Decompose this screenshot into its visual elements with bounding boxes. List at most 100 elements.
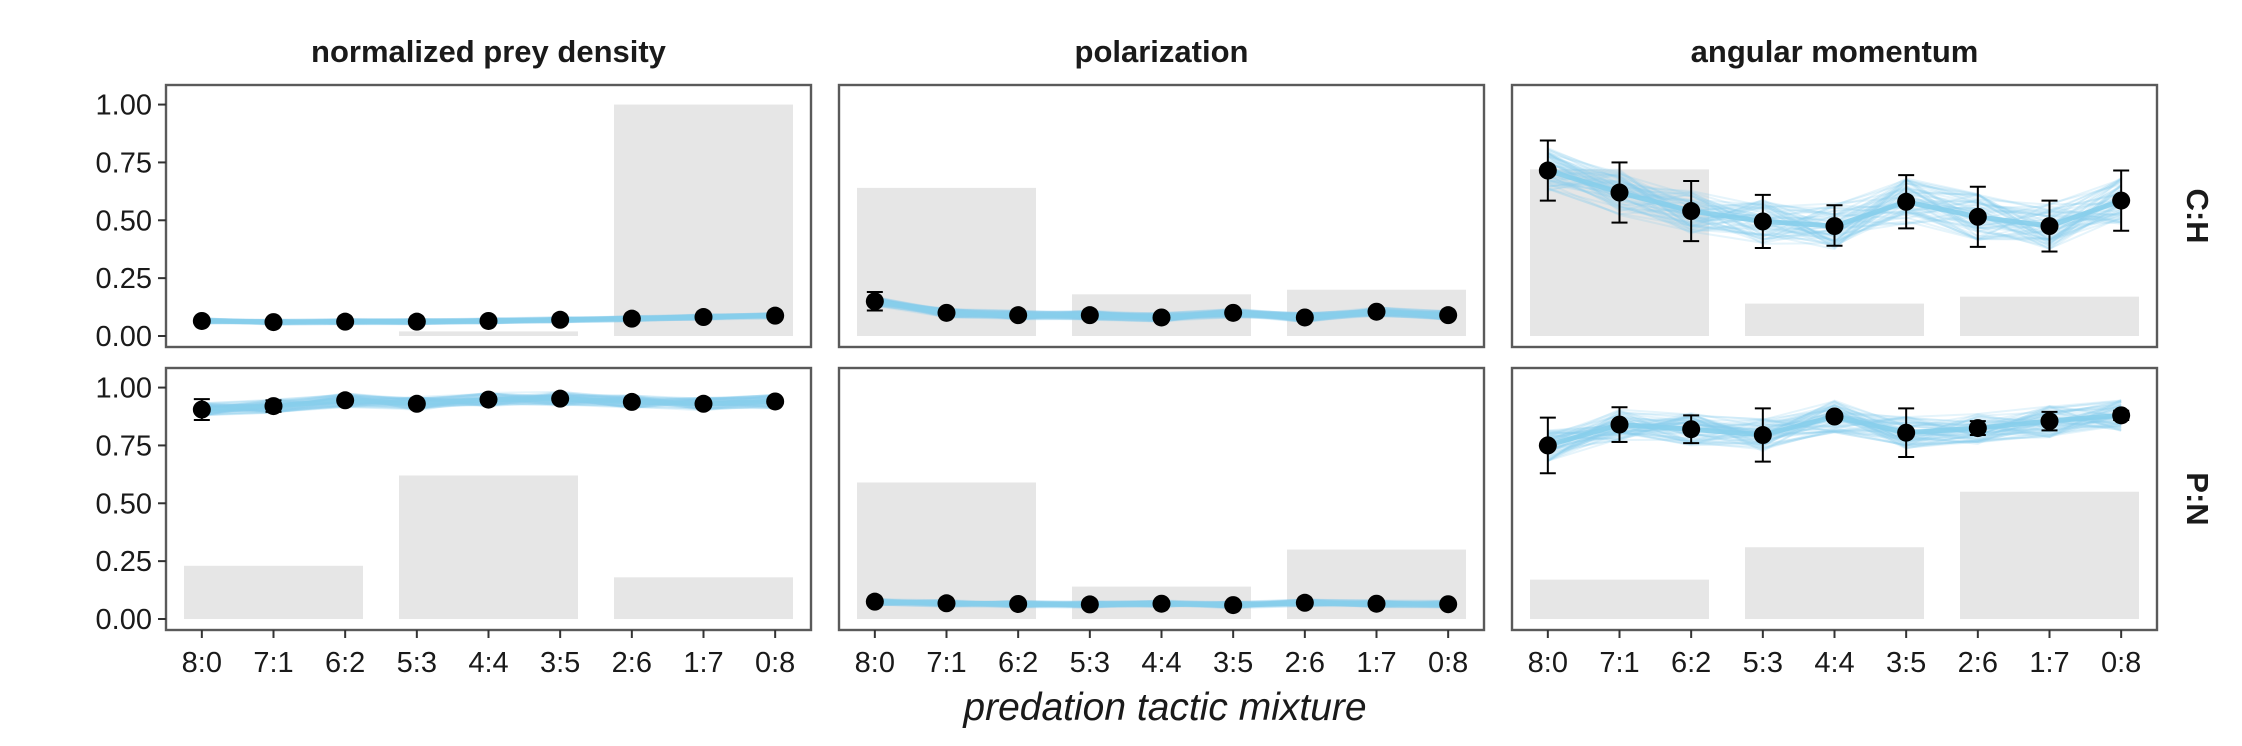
panel-1-3 xyxy=(1510,83,2159,349)
data-point xyxy=(2040,217,2059,236)
strip-title-2: polarization xyxy=(1075,34,1249,69)
data-point xyxy=(1367,302,1386,321)
trace-line xyxy=(1547,414,2122,460)
y-tick-label: 0.25 xyxy=(96,546,152,578)
y-tick-label: 1.00 xyxy=(96,90,152,122)
trace-line xyxy=(1547,408,2122,463)
data-point xyxy=(1367,594,1386,613)
data-point xyxy=(766,306,785,325)
x-axis-title: predation tactic mixture xyxy=(962,686,1366,729)
trace-line xyxy=(1547,399,2122,450)
data-point xyxy=(1439,306,1458,325)
data-point xyxy=(1538,161,1557,180)
background-bar xyxy=(184,565,363,619)
x-tick-label: 8:0 xyxy=(182,647,222,679)
trace-line xyxy=(1547,411,2122,458)
strip-title-3: angular momentum xyxy=(1691,34,1979,69)
x-tick-label: 0:8 xyxy=(755,647,795,679)
data-point xyxy=(1295,593,1314,612)
data-point xyxy=(2112,191,2131,210)
background-bar xyxy=(399,475,578,619)
data-point xyxy=(264,397,283,416)
data-point xyxy=(1610,183,1629,202)
plot-layer: normalized prey density polarization angul… xyxy=(96,34,2215,679)
data-point xyxy=(622,392,641,411)
trace-line xyxy=(1547,399,2122,445)
x-tick-label: 1:7 xyxy=(683,647,723,679)
background-bar xyxy=(614,104,793,336)
x-tick-label: 6:2 xyxy=(325,647,365,679)
background-bar xyxy=(1960,296,2139,336)
data-point xyxy=(1682,420,1701,439)
panel-2-2: 8:0 7:1 6:2 5:3 4:4 3:5 2:6 1:7 0:8 xyxy=(837,366,1486,679)
trace-line xyxy=(1547,400,2122,451)
background-bar xyxy=(614,577,793,619)
data-point xyxy=(407,394,426,413)
data-point xyxy=(1753,212,1772,231)
trace-line xyxy=(1547,408,2122,456)
data-point xyxy=(1439,595,1458,614)
x-tick-label: 6:2 xyxy=(1671,647,1711,679)
data-point xyxy=(937,303,956,322)
data-point xyxy=(1009,306,1028,325)
data-point xyxy=(264,313,283,332)
y-tick-label: 0.50 xyxy=(96,205,152,237)
data-point xyxy=(694,394,713,413)
data-point xyxy=(336,391,355,410)
x-tick-label: 8:0 xyxy=(855,647,895,679)
data-point xyxy=(1152,308,1171,327)
data-point xyxy=(1897,192,1916,211)
data-point xyxy=(1753,426,1772,445)
background-bar xyxy=(1530,579,1709,619)
panel-border xyxy=(164,83,813,349)
data-point xyxy=(551,310,570,329)
data-point xyxy=(1897,423,1916,442)
x-tick-label: 2:6 xyxy=(612,647,652,679)
x-tick-label: 4:4 xyxy=(468,647,508,679)
data-point xyxy=(1968,419,1987,438)
data-point xyxy=(1224,303,1243,322)
strip-title-1: normalized prey density xyxy=(311,34,667,69)
panel-border xyxy=(1510,83,2159,349)
data-point xyxy=(1538,436,1557,455)
x-tick-label: 6:2 xyxy=(998,647,1038,679)
data-point xyxy=(479,311,498,330)
data-point xyxy=(1080,595,1099,614)
data-point xyxy=(1152,594,1171,613)
background-bar xyxy=(399,331,578,336)
trace-line xyxy=(1547,406,2122,447)
panel-2-3: 8:0 7:1 6:2 5:3 4:4 3:5 2:6 1:7 0:8 xyxy=(1510,366,2159,679)
data-point xyxy=(865,592,884,611)
x-tick-label: 5:3 xyxy=(1070,647,1110,679)
panel-border xyxy=(837,83,1486,349)
data-point xyxy=(479,390,498,409)
x-tick-label: 7:1 xyxy=(926,647,966,679)
x-tick-label: 8:0 xyxy=(1528,647,1568,679)
panel-2-1: 0.00 0.25 0.50 0.75 1.00 8:0 7:1 6:2 5:3 4:4 3:5 2:… xyxy=(96,366,813,679)
y-tick-label: 0.25 xyxy=(96,263,152,295)
x-tick-label: 1:7 xyxy=(1356,647,1396,679)
data-point xyxy=(551,389,570,408)
trace-line xyxy=(1547,409,2122,451)
trace-line xyxy=(1547,405,2122,443)
x-tick-label: 7:1 xyxy=(1599,647,1639,679)
data-point xyxy=(2040,412,2059,431)
trace-line xyxy=(1547,171,2122,250)
data-point xyxy=(1682,202,1701,221)
data-point xyxy=(1610,415,1629,434)
trace-line xyxy=(1547,414,2122,454)
x-tick-label: 2:6 xyxy=(1958,647,1998,679)
y-tick-label: 1.00 xyxy=(96,373,152,405)
trace-ribbon xyxy=(1547,147,2123,251)
data-point xyxy=(766,392,785,411)
x-tick-label: 0:8 xyxy=(2101,647,2141,679)
data-point xyxy=(407,312,426,331)
trace-line xyxy=(1547,403,2122,462)
trace-line xyxy=(1547,164,2122,216)
x-tick-label: 5:3 xyxy=(1743,647,1783,679)
x-tick-label: 7:1 xyxy=(253,647,293,679)
data-point xyxy=(937,594,956,613)
data-point xyxy=(1968,207,1987,226)
data-point xyxy=(192,311,211,330)
